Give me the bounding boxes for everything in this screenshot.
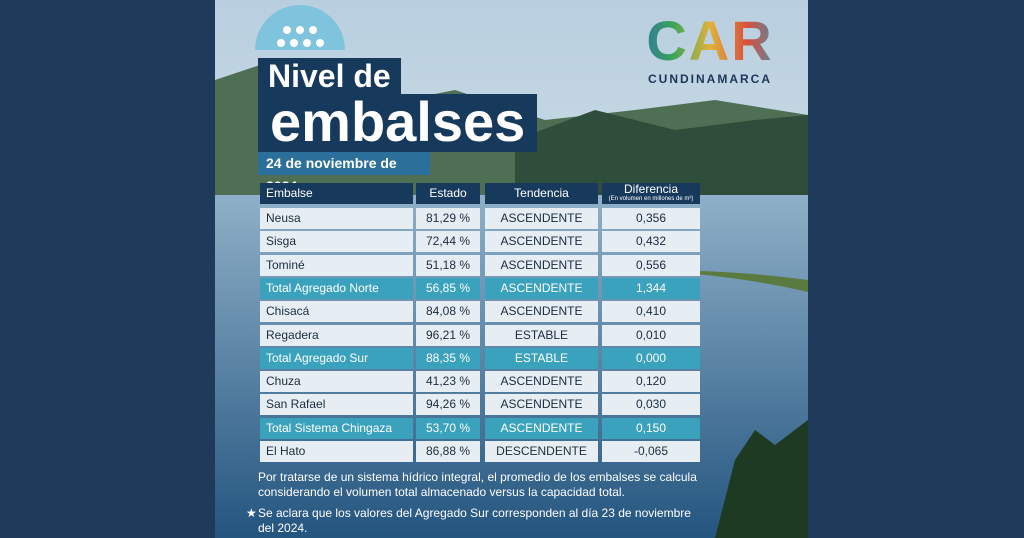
table-cell: 53,70 %	[416, 417, 480, 439]
note: ★ Se aclara que los valores del Agregado …	[246, 506, 703, 536]
column-header: Diferencia	[602, 183, 700, 204]
table: Embalse Estado Tendencia Diferencia (En volu…	[215, 0, 808, 538]
notes: Por tratarse de un sistema hídrico integ…	[246, 470, 703, 538]
table-cell: Total Sistema Chingaza	[260, 417, 413, 439]
table-cell: ASCENDENTE	[485, 254, 598, 276]
column-note: (En volumen en millones de m³)	[608, 196, 694, 202]
column-header: Estado	[416, 183, 480, 204]
table-cell: 0,432	[602, 231, 700, 253]
table-cell: 84,08 %	[416, 301, 480, 323]
infographic: Nivel de embalses 24 de noviembre de 202…	[215, 0, 808, 538]
table-cell: Total Agregado Norte	[260, 277, 413, 299]
note-text: Se aclara que los valores del Agregado S…	[258, 506, 691, 535]
table-cell: ASCENDENTE	[485, 208, 598, 229]
logo-region: CUNDINAMARCA	[648, 72, 772, 86]
table-cell: Neusa	[260, 208, 413, 229]
note-text: Por tratarse de un sistema hídrico integ…	[258, 470, 697, 499]
table-cell: 0,556	[602, 254, 700, 276]
column-header: Embalse	[260, 183, 413, 204]
table-cell: ASCENDENTE	[485, 417, 598, 439]
table-cell: 51,18 %	[416, 254, 480, 276]
table-cell: 0,010	[602, 324, 700, 346]
date: 24 de noviembre de 2024	[258, 152, 430, 194]
table-cell: Sisga	[260, 231, 413, 253]
table-cell: DESCENDENTE	[485, 441, 598, 462]
table-cell: ASCENDENTE	[485, 231, 598, 253]
table-cell: Chuza	[260, 371, 413, 393]
table-cell: 81,29 %	[416, 208, 480, 229]
table-cell: 96,21 %	[416, 324, 480, 346]
note-marker: ★	[246, 506, 257, 520]
note: Por tratarse de un sistema hídrico integ…	[258, 470, 703, 500]
table-cell: 0,410	[602, 301, 700, 323]
table-cell: Regadera	[260, 324, 413, 346]
table-cell: 0,356	[602, 208, 700, 229]
logo-name: CAR	[635, 10, 785, 72]
table-cell: ASCENDENTE	[485, 277, 598, 299]
table-cell: ESTABLE	[485, 347, 598, 369]
table-cell: 72,44 %	[416, 231, 480, 253]
table-cell: ASCENDENTE	[485, 371, 598, 393]
table-cell: 0,030	[602, 394, 700, 416]
table-cell: El Hato	[260, 441, 413, 462]
table-cell: ASCENDENTE	[485, 394, 598, 416]
table-cell: ASCENDENTE	[485, 301, 598, 323]
table-cell: ESTABLE	[485, 324, 598, 346]
table-cell: 0,150	[602, 417, 700, 439]
title-main: embalses	[258, 94, 538, 152]
logo: CAR CUNDINAMARCA	[635, 10, 785, 87]
column-header: Tendencia	[485, 183, 598, 204]
table-cell: 0,000	[602, 347, 700, 369]
table-cell: San Rafael	[260, 394, 413, 416]
table-cell: Chisacá	[260, 301, 413, 323]
table-cell: -0,065	[602, 441, 700, 462]
table-cell: Tominé	[260, 254, 413, 276]
table-cell: 94,26 %	[416, 394, 480, 416]
table-cell: 56,85 %	[416, 277, 480, 299]
table-cell: 1,344	[602, 277, 700, 299]
table-cell: 86,88 %	[416, 441, 480, 462]
title-line: Nivel de	[258, 58, 401, 95]
table-cell: 0,120	[602, 371, 700, 393]
table-cell: Total Agregado Sur	[260, 347, 413, 369]
table-cell: 88,35 %	[416, 347, 480, 369]
table-cell: 41,23 %	[416, 371, 480, 393]
